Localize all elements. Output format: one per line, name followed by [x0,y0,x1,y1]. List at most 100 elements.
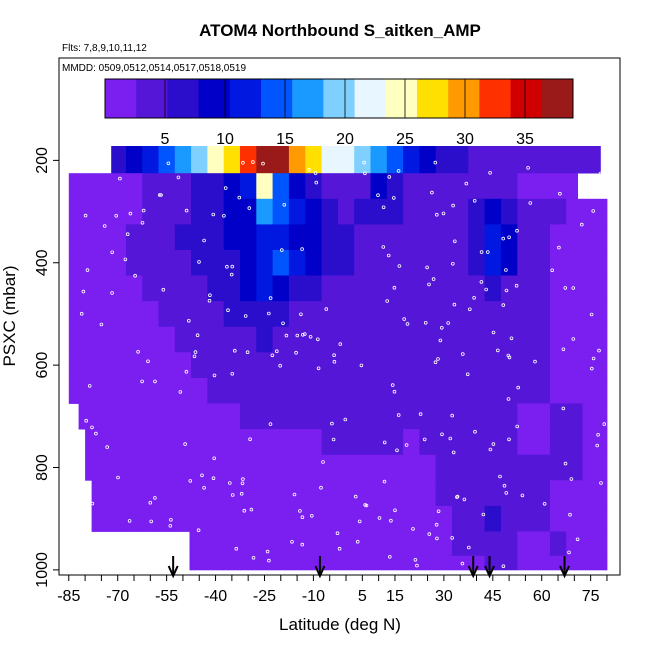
x-tick-label: 15 [386,588,404,605]
heatmap-cell [566,173,578,200]
heatmap-cell [288,429,306,456]
heatmap-cell [93,326,110,353]
heatmap-cell [93,250,110,276]
x-axis-label: Latitude (deg N) [279,615,401,634]
heatmap-cell [435,224,453,251]
heatmap-cell [598,429,608,456]
arrow-head [559,565,570,579]
heatmap-cell [142,326,159,353]
observation-point [309,513,314,518]
heatmap-cell [435,352,453,379]
observation-point [337,546,342,551]
heatmap-cell [403,403,420,430]
heatmap-cell [272,326,290,353]
observation-point [382,440,387,445]
observation-point [440,432,444,437]
observation-point [495,348,500,353]
observation-point [472,199,477,203]
observation-point [381,245,386,249]
heatmap-cell [501,555,518,571]
observation-point [270,353,275,358]
x-tick-label: 30 [435,588,453,605]
heatmap-cell [517,146,534,174]
observation-point [230,264,235,269]
observation-point [411,527,415,531]
heatmap-cell [354,454,371,481]
heatmap-cell [452,326,469,353]
heatmap-cell [484,531,502,557]
heatmap-cell [484,173,502,200]
heatmap-cell [256,173,273,200]
heatmap-cell [403,555,420,571]
heatmap-cell [305,326,322,353]
heatmap-cell [125,250,143,276]
heatmap-cell [452,377,469,404]
observation-point [386,253,391,258]
heatmap-cell [354,480,371,507]
heatmap-cell [354,301,371,328]
observation-point [464,181,469,186]
heatmap-cell [386,429,404,456]
heatmap-cell [189,531,192,557]
heatmap-cell [452,301,469,328]
observation-point [568,512,572,517]
heatmap-cell [240,250,257,276]
heatmap-cell [337,198,355,225]
heatmap-cell [370,173,388,200]
heatmap-cell [549,173,567,200]
heatmap-cell [272,505,290,532]
heatmap-cell [354,531,371,557]
heatmap-cell [68,352,78,379]
heatmap-cell [93,480,110,507]
heatmap-cell [158,301,176,328]
heatmap-cell [125,403,143,430]
observation-point [387,554,392,559]
observation-point [526,166,530,170]
heatmap-cell [598,505,608,532]
heatmap-cell [549,429,567,456]
heatmap-cell [68,173,78,200]
heatmap-cell [76,224,94,251]
heatmap-cell [125,198,143,225]
heatmap-cell [240,352,257,379]
observation-point [392,285,397,290]
heatmap-cell [501,146,518,174]
heatmap-cell [174,250,192,276]
observation-point [433,360,438,365]
observation-point [387,175,392,179]
x-tick-label: -70 [106,588,129,605]
observation-point [591,356,596,361]
observation-point [435,536,439,541]
heatmap-cell [109,480,127,507]
heatmap-cell [452,352,469,379]
colorbar-swatch [479,79,512,118]
heatmap-cell [435,250,453,276]
heatmap-cell [533,146,551,174]
heatmap-cell [125,146,143,174]
heatmap-cell [468,352,485,379]
heatmap-cell [142,429,159,456]
heatmap-cell [76,377,94,404]
heatmap-cell [78,403,94,430]
observation-point [166,161,171,166]
heatmap-cell [321,301,339,328]
heatmap-cell [452,275,469,302]
heatmap-cell [452,173,469,200]
heatmap-cell [68,275,78,302]
heatmap-cell [598,377,608,404]
heatmap-cell [370,377,388,404]
observation-point [514,283,519,288]
observation-point [609,359,613,363]
heatmap-cell [91,505,94,532]
heatmap-cell [272,224,290,251]
heatmap-cell [93,224,110,251]
heatmap-cell [582,403,600,430]
colorbar-swatch [198,79,231,118]
observation-point [243,314,248,318]
colorbar-frame [104,78,574,119]
heatmap-cell [93,454,110,481]
observation-point [516,385,520,390]
heatmap-cell [501,275,518,302]
heatmap-cell [240,275,257,302]
heatmap-cell [566,250,583,276]
